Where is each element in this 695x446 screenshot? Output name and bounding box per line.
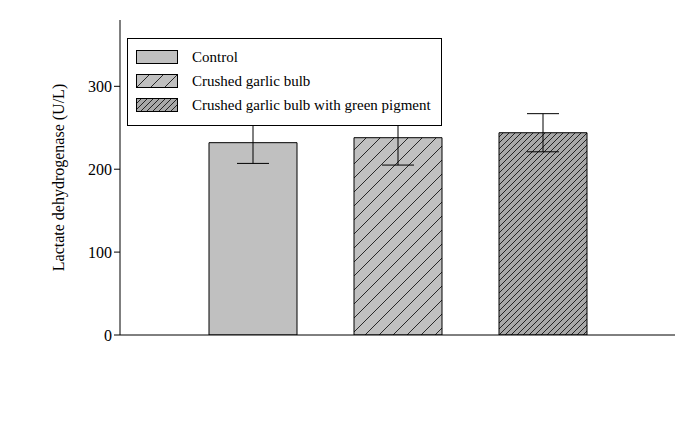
svg-text:300: 300 — [88, 78, 112, 95]
svg-text:0: 0 — [104, 327, 112, 344]
svg-text:100: 100 — [88, 244, 112, 261]
html-text:Crushed garlic bulb with green: Crushed garlic bulb with green pigment — [192, 96, 431, 113]
svg-text:Lactate dehydrogenase (U/L): Lactate dehydrogenase (U/L) — [50, 84, 68, 271]
html-text:Control: Control — [192, 48, 238, 65]
svg-text:200: 200 — [88, 161, 112, 178]
html-text:Crushed garlic bulb: Crushed garlic bulb — [192, 72, 311, 89]
